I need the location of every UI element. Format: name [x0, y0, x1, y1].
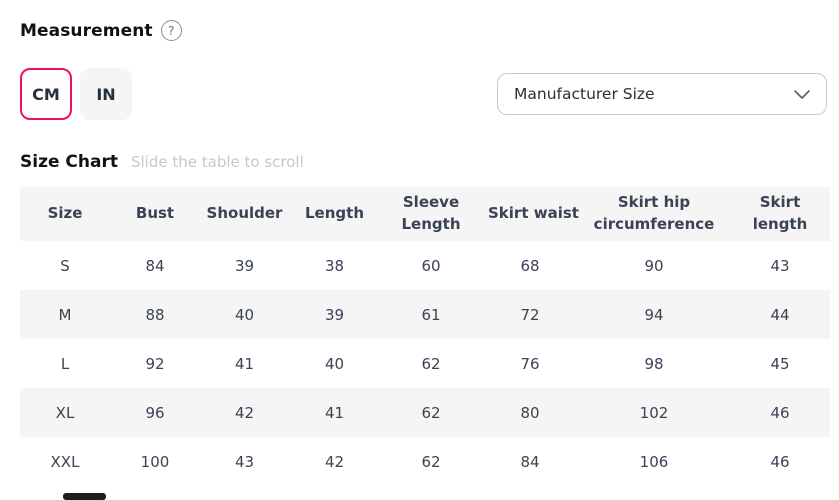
measurement-value-cell: 80: [520, 403, 540, 422]
size-label-cell: XXL: [50, 452, 80, 471]
size-label-cell: S: [60, 256, 70, 275]
measurement-value-cell: 88: [145, 305, 165, 324]
column-header: Size: [47, 204, 83, 223]
measurement-value-cell: 92: [145, 354, 165, 373]
dropdown-selected-value: Manufacturer Size: [514, 85, 655, 103]
unit-toggle: CM IN: [20, 68, 132, 120]
measurement-value-cell: 46: [770, 403, 790, 422]
size-label-cell: XL: [55, 403, 75, 422]
table-row: S 84 39 38 60 68 90 43: [20, 241, 830, 290]
table-row: M 88 40 39 61 72 94 44: [20, 290, 830, 339]
measurement-value-cell: 62: [421, 354, 441, 373]
table-row: L 92 41 40 62 76 98 45: [20, 339, 830, 388]
table-row: XXL 100 43 42 62 84 106 46: [20, 437, 830, 486]
scroll-hint-text: Slide the table to scroll: [130, 153, 304, 171]
measurement-value-cell: 68: [520, 256, 540, 275]
controls-row: CM IN Manufacturer Size: [20, 68, 828, 120]
measurement-value-cell: 43: [770, 256, 790, 275]
size-chart-table-container[interactable]: Size Bust Shoulder Length Sleeve Length Skirt…: [20, 187, 830, 486]
chevron-down-icon: [793, 88, 811, 100]
unit-cm-button[interactable]: CM: [20, 68, 72, 120]
help-icon[interactable]: ?: [160, 20, 182, 41]
table-head: Size Bust Shoulder Length Sleeve Length Skirt…: [20, 187, 830, 241]
column-header: Shoulder: [206, 204, 283, 223]
size-label-cell: L: [60, 354, 70, 373]
size-chart-title: Size Chart: [20, 152, 118, 172]
column-header: Skirt waist: [488, 204, 579, 223]
column-header: Skirt hip circumference: [593, 193, 715, 233]
measurement-value-cell: 61: [421, 305, 441, 324]
header-row: Size Bust Shoulder Length Sleeve Length Skirt…: [20, 187, 830, 241]
column-header: Skirt length: [752, 193, 808, 233]
unit-in-button[interactable]: IN: [80, 68, 132, 120]
measurement-value-cell: 41: [234, 354, 255, 373]
measurement-value-cell: 84: [520, 452, 540, 471]
measurement-value-cell: 102: [639, 403, 669, 422]
measurement-value-cell: 42: [234, 403, 255, 422]
measurement-value-cell: 45: [770, 354, 790, 373]
horizontal-scrollbar-thumb[interactable]: [63, 493, 106, 500]
measurement-value-cell: 98: [644, 354, 664, 373]
measurement-value-cell: 106: [639, 452, 669, 471]
column-header: Bust: [135, 204, 175, 223]
size-chart-heading: Size Chart Slide the table to scroll: [20, 152, 828, 172]
measurement-value-cell: 62: [421, 403, 441, 422]
measurement-value-cell: 44: [770, 305, 790, 324]
measurement-value-cell: 46: [770, 452, 790, 471]
measurement-value-cell: 41: [324, 403, 345, 422]
column-header: Length: [305, 204, 364, 223]
measurement-value-cell: 39: [234, 256, 255, 275]
question-mark-glyph: ?: [167, 23, 175, 38]
measurement-value-cell: 72: [520, 305, 540, 324]
measurement-value-cell: 40: [324, 354, 345, 373]
size-chart-table: Size Bust Shoulder Length Sleeve Length Skirt…: [20, 187, 830, 486]
measurement-value-cell: 84: [145, 256, 165, 275]
measurement-value-cell: 94: [644, 305, 664, 324]
size-label-cell: M: [58, 305, 72, 324]
column-header: Sleeve Length: [401, 193, 461, 233]
measurement-value-cell: 38: [324, 256, 345, 275]
measurement-value-cell: 62: [421, 452, 441, 471]
measurement-header: Measurement ?: [20, 20, 828, 41]
measurement-value-cell: 76: [520, 354, 540, 373]
measurement-value-cell: 100: [140, 452, 170, 471]
manufacturer-size-dropdown[interactable]: Manufacturer Size: [497, 73, 827, 115]
measurement-value-cell: 60: [421, 256, 441, 275]
measurement-value-cell: 43: [234, 452, 255, 471]
measurement-value-cell: 40: [234, 305, 255, 324]
page-title: Measurement: [20, 20, 153, 41]
measurement-value-cell: 39: [324, 305, 345, 324]
measurement-value-cell: 96: [145, 403, 165, 422]
table-row: XL 96 42 41 62 80 102 46: [20, 388, 830, 437]
table-body: S 84 39 38 60 68 90 43 M 88 40 39 61 72 94 44 L 92 41 40 62 7…: [20, 241, 830, 486]
measurement-section: Measurement ? CM IN Manufacturer Size Si…: [20, 20, 830, 486]
measurement-value-cell: 90: [644, 256, 664, 275]
measurement-value-cell: 42: [324, 452, 345, 471]
